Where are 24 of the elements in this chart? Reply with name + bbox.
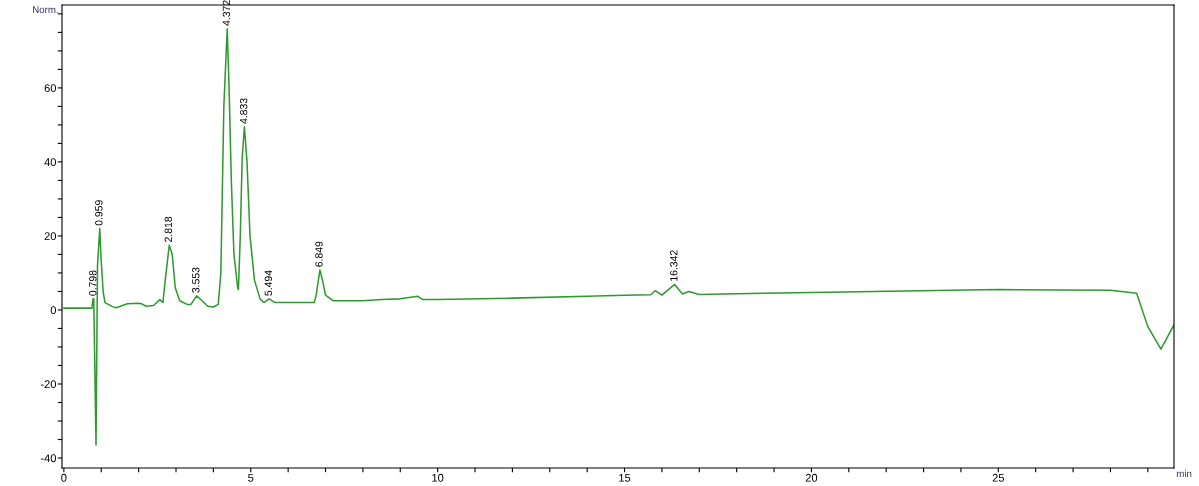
y-tick-label: 40 [44, 158, 57, 167]
x-tick-label: 5 [248, 473, 254, 482]
y-axis-title: Norm. [33, 6, 58, 14]
y-tick-label: -20 [40, 380, 57, 389]
annotation: 5.494 [264, 270, 273, 296]
x-tick-label: 25 [992, 473, 1005, 482]
x-tick-label: 0 [61, 473, 67, 482]
annotation: 0.959 [95, 200, 103, 226]
line-series [63, 27, 1174, 446]
annotation: 4.833 [239, 98, 248, 124]
y-tick-label: 20 [44, 232, 57, 241]
x-tick-label: 20 [805, 473, 818, 482]
annotation: 6.849 [315, 241, 323, 267]
y-tick-label: 60 [44, 84, 57, 93]
y-tick-label: -40 [40, 454, 57, 463]
annotation: 3.553 [192, 267, 200, 293]
x-tick-label: 15 [619, 473, 631, 482]
x-axis-title: min [1176, 469, 1192, 477]
annotation: 16.342 [670, 250, 678, 281]
annotation: 2.818 [164, 216, 172, 242]
annotation: 4.372 [222, 0, 231, 26]
annotation: 0.798 [89, 270, 97, 296]
y-tick-label: 0 [50, 306, 57, 315]
x-tick-label: 10 [432, 473, 444, 482]
